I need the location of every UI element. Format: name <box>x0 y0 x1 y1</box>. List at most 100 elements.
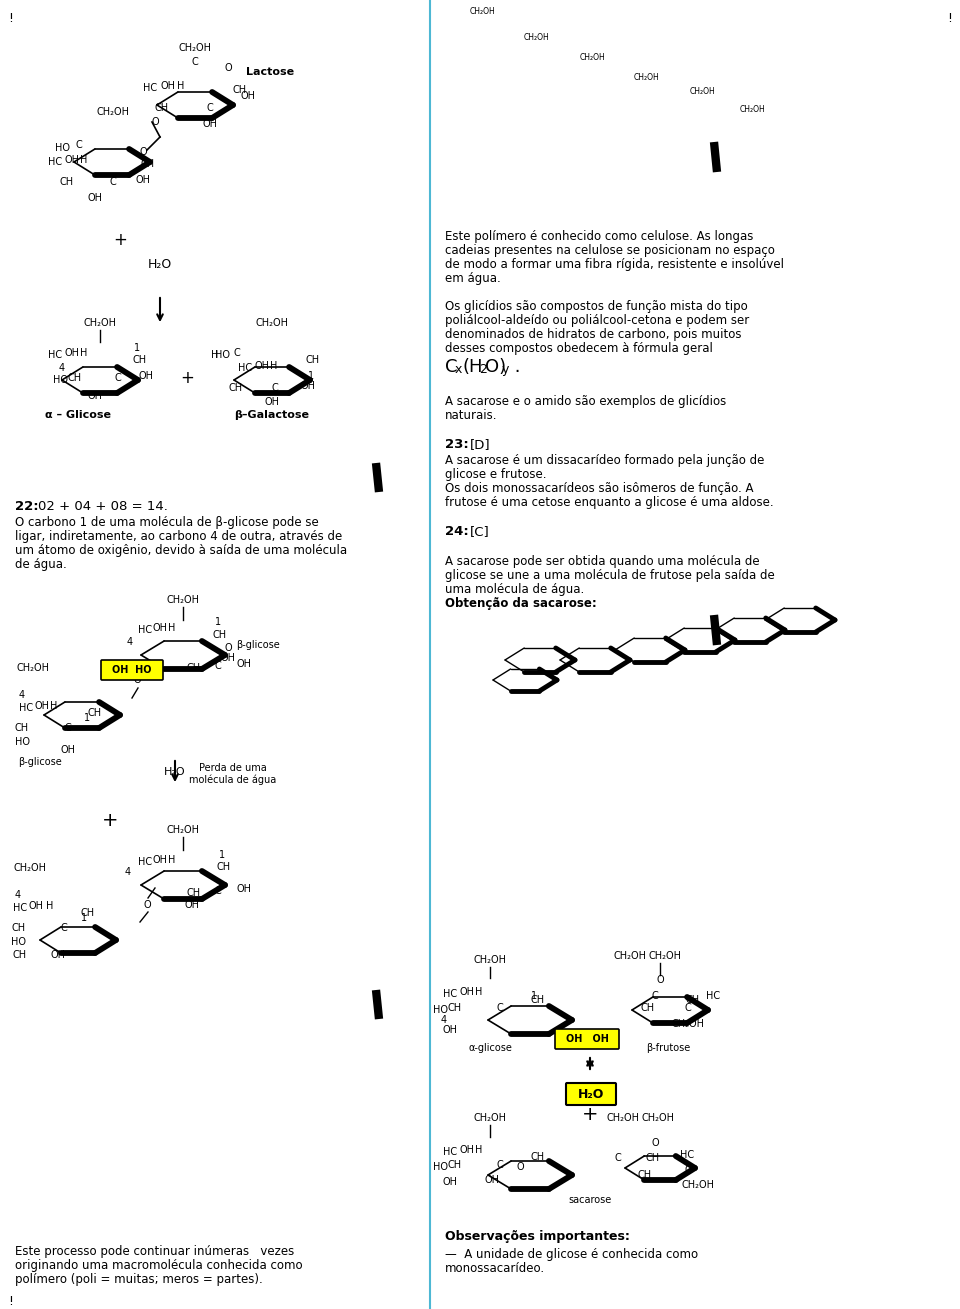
Text: OH: OH <box>241 92 255 101</box>
Text: Este polímero é conhecido como celulose. As longas: Este polímero é conhecido como celulose.… <box>445 230 754 243</box>
Text: HC: HC <box>12 903 27 912</box>
Text: CH₂OH: CH₂OH <box>84 318 116 329</box>
Text: C: C <box>109 177 116 187</box>
Text: OH  HO: OH HO <box>112 665 152 675</box>
Text: A sacarose é um dissacarídeo formado pela junção de: A sacarose é um dissacarídeo formado pel… <box>445 454 764 467</box>
Text: CH₂OH: CH₂OH <box>97 107 130 117</box>
Text: CH: CH <box>531 1152 545 1162</box>
Text: CH: CH <box>155 103 169 113</box>
Text: y: y <box>502 363 510 376</box>
Text: ligar, indiretamente, ao carbono 4 de outra, através de: ligar, indiretamente, ao carbono 4 de ou… <box>15 530 343 543</box>
Text: CH₂OH: CH₂OH <box>16 662 50 673</box>
Text: +: + <box>180 369 194 387</box>
Text: A sacarose pode ser obtida quando uma molécula de: A sacarose pode ser obtida quando uma mo… <box>445 555 759 568</box>
Text: +: + <box>113 230 127 249</box>
Text: CH: CH <box>88 708 102 719</box>
Text: O: O <box>657 975 663 984</box>
Text: H: H <box>271 361 277 370</box>
Text: CH₂OH: CH₂OH <box>255 318 289 329</box>
Text: CH: CH <box>15 723 29 733</box>
Text: OH   OH: OH OH <box>565 1034 609 1045</box>
Text: C: C <box>215 661 222 672</box>
Text: CH: CH <box>228 384 243 393</box>
Text: !: ! <box>8 12 13 25</box>
Text: CH: CH <box>646 1153 660 1162</box>
Text: Obtenção da sacarose:: Obtenção da sacarose: <box>445 597 597 610</box>
Text: C: C <box>496 1160 503 1170</box>
Text: CH₂OH: CH₂OH <box>689 88 715 97</box>
Text: 1: 1 <box>81 912 87 923</box>
Text: x: x <box>455 363 463 376</box>
Text: CH₂OH: CH₂OH <box>166 825 200 835</box>
Text: !: ! <box>8 1295 13 1308</box>
Text: OH: OH <box>254 361 270 370</box>
Text: Perda de uma: Perda de uma <box>199 763 267 774</box>
Text: CH: CH <box>81 908 95 918</box>
Text: HC: HC <box>443 1147 457 1157</box>
Text: HO: HO <box>433 1005 447 1014</box>
Text: OH: OH <box>443 1025 458 1035</box>
Text: 4: 4 <box>125 867 132 877</box>
Text: H: H <box>178 81 184 92</box>
Text: C: C <box>684 1003 691 1013</box>
Text: monossacarídeo.: monossacarídeo. <box>445 1262 545 1275</box>
Text: H: H <box>168 855 176 865</box>
Text: OH: OH <box>460 987 474 997</box>
Text: OH: OH <box>153 855 167 865</box>
Text: +: + <box>582 1106 598 1124</box>
Text: OH: OH <box>87 192 103 203</box>
Text: H: H <box>81 154 87 165</box>
Text: OH: OH <box>236 884 252 894</box>
Text: CH₂OH: CH₂OH <box>682 1179 714 1190</box>
Text: O: O <box>225 643 231 653</box>
Text: glicose e frutose.: glicose e frutose. <box>445 469 546 480</box>
Text: 4: 4 <box>15 890 21 901</box>
Text: originando uma macromolécula conhecida como: originando uma macromolécula conhecida c… <box>15 1259 302 1272</box>
Text: C: C <box>614 1153 621 1162</box>
Text: HO: HO <box>214 350 229 360</box>
Text: 1: 1 <box>215 617 221 627</box>
Text: glicose se une a uma molécula de frutose pela saída de: glicose se une a uma molécula de frutose… <box>445 569 775 583</box>
Text: 24:: 24: <box>445 525 468 538</box>
Text: de água.: de água. <box>15 558 67 571</box>
Text: denominados de hidratos de carbono, pois muitos: denominados de hidratos de carbono, pois… <box>445 329 741 342</box>
Text: HC: HC <box>19 703 33 713</box>
Text: HC: HC <box>443 990 457 999</box>
Text: Lactose: Lactose <box>246 67 294 77</box>
Text: OH: OH <box>221 653 235 662</box>
Text: HO: HO <box>53 374 67 385</box>
Text: uma molécula de água.: uma molécula de água. <box>445 583 585 596</box>
Text: +: + <box>102 810 118 830</box>
Text: CH₂OH: CH₂OH <box>473 956 507 965</box>
Text: um átomo de oxigênio, devido à saída de uma molécula: um átomo de oxigênio, devido à saída de … <box>15 545 348 558</box>
Text: CH: CH <box>12 923 26 933</box>
Text: em água.: em água. <box>445 272 501 285</box>
Text: HO: HO <box>14 737 30 747</box>
Text: OH: OH <box>153 623 167 634</box>
Text: HO: HO <box>56 143 70 153</box>
Text: O: O <box>143 901 151 910</box>
Text: H₂O: H₂O <box>164 767 186 778</box>
Text: HC: HC <box>138 857 152 867</box>
Text: OH: OH <box>160 81 176 92</box>
Text: C: C <box>192 58 199 67</box>
Text: CH₂OH: CH₂OH <box>607 1113 639 1123</box>
Text: CH₂OH: CH₂OH <box>579 52 605 62</box>
Text: desses compostos obedecem à fórmula geral: desses compostos obedecem à fórmula gera… <box>445 342 713 355</box>
Text: O): O) <box>485 357 506 376</box>
Text: OH: OH <box>60 745 76 755</box>
Text: H: H <box>46 901 54 911</box>
Text: H: H <box>475 987 483 997</box>
Text: CH₂OH: CH₂OH <box>13 863 46 873</box>
Text: CH₂OH: CH₂OH <box>166 596 200 605</box>
Text: H: H <box>211 350 219 360</box>
Text: CH: CH <box>213 630 228 640</box>
Text: OH: OH <box>184 901 200 910</box>
Text: HO: HO <box>11 937 26 946</box>
Text: OH: OH <box>443 1177 458 1187</box>
Text: CH: CH <box>187 662 201 673</box>
Text: HO: HO <box>433 1162 447 1172</box>
Text: 1: 1 <box>308 370 314 381</box>
Text: CH₂OH: CH₂OH <box>671 1018 705 1029</box>
Text: HC: HC <box>706 991 720 1001</box>
